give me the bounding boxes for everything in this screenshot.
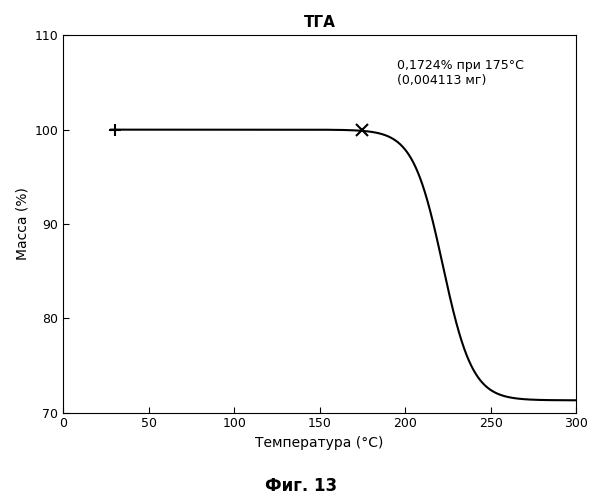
Y-axis label: Масса (%): Масса (%) — [15, 188, 29, 260]
Text: 0,1724% при 175°C
(0,004113 мг): 0,1724% при 175°C (0,004113 мг) — [397, 59, 523, 87]
Title: ТГА: ТГА — [304, 15, 336, 30]
Text: Фиг. 13: Фиг. 13 — [265, 477, 338, 495]
X-axis label: Температура (°C): Температура (°C) — [256, 436, 384, 450]
